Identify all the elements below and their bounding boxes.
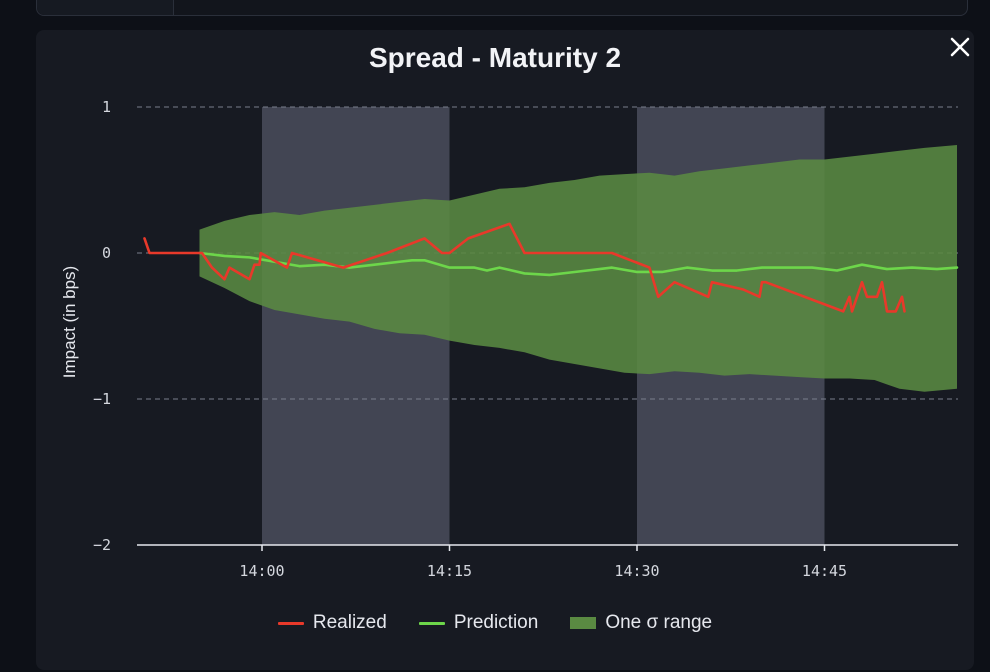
legend-label-realized: Realized: [312, 612, 387, 633]
y-tick-label-2: −1: [93, 390, 111, 408]
y-tick-label-0: 1: [102, 98, 111, 116]
realized-layer: [143, 222, 906, 313]
chart-title: Spread - Maturity 2: [368, 42, 622, 73]
close-button[interactable]: [945, 32, 975, 62]
legend-swatch-sigma-range: [570, 617, 597, 629]
legend-label-prediction: Prediction: [453, 612, 539, 633]
y-tick-label-1: 0: [102, 244, 111, 262]
x-tick-label-2: 14:30: [614, 562, 659, 580]
x-tick-label-3: 14:45: [802, 562, 847, 580]
legend-item-prediction[interactable]: Prediction: [418, 612, 539, 634]
legend-swatch-realized: [277, 621, 304, 625]
legend-item-sigma-range[interactable]: One σ range: [570, 612, 712, 634]
y-tick-label-3: −2: [93, 536, 111, 554]
legend-item-realized[interactable]: Realized: [277, 612, 387, 634]
y-tick-labels: 1 0 −1 −2: [93, 98, 111, 554]
x-tick-label-1: 14:15: [427, 562, 472, 580]
x-tick-label-0: 14:00: [239, 562, 284, 580]
legend: Realized Prediction One σ range: [0, 610, 990, 636]
legend-swatch-prediction: [418, 621, 445, 625]
legend-label-sigma-range: One σ range: [605, 612, 713, 633]
y-axis-label: Impact (in bps): [60, 266, 79, 378]
x-axis: [137, 544, 958, 551]
close-icon: [950, 37, 970, 57]
top-tab-strip: [36, 0, 968, 16]
series-line-realized: [143, 222, 906, 313]
top-tab[interactable]: [37, 0, 174, 15]
sigma-band: [199, 144, 957, 392]
sigma-band-area: [199, 144, 957, 392]
x-tick-labels: 14:00 14:15 14:30 14:45: [239, 562, 847, 580]
